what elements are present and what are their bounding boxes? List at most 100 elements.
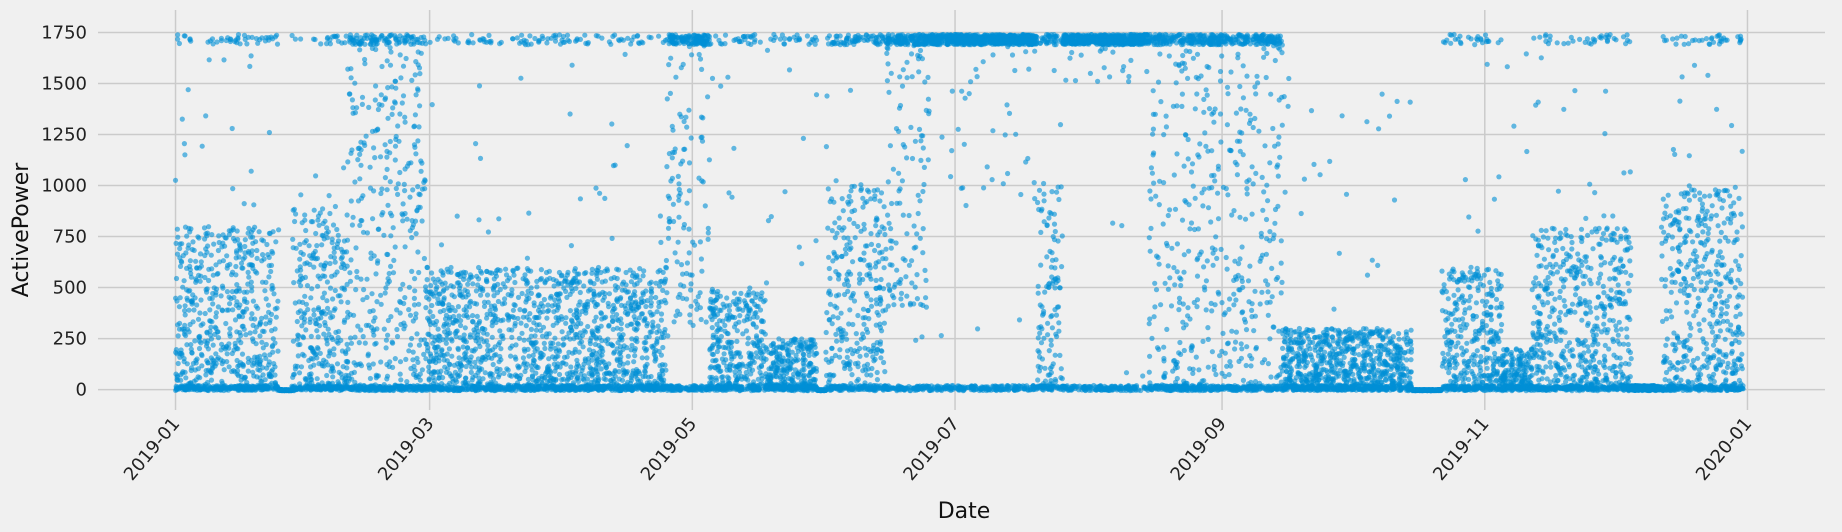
- data-point: [494, 290, 501, 296]
- data-point: [612, 387, 619, 393]
- data-point: [397, 169, 403, 176]
- data-point: [796, 244, 802, 250]
- data-point: [358, 139, 364, 145]
- data-point: [382, 95, 389, 101]
- data-point: [374, 260, 381, 266]
- data-point: [400, 63, 407, 69]
- data-point: [317, 276, 323, 282]
- data-point: [262, 288, 268, 294]
- data-point: [539, 333, 546, 339]
- data-point: [329, 363, 335, 369]
- data-point: [362, 340, 368, 346]
- data-point: [272, 306, 278, 312]
- data-point: [478, 268, 484, 274]
- data-point: [730, 299, 737, 305]
- data-point: [418, 168, 424, 174]
- data-point: [322, 319, 328, 326]
- data-point: [203, 113, 209, 119]
- data-point: [459, 386, 465, 393]
- data-point: [470, 313, 476, 319]
- data-point: [266, 373, 272, 379]
- data-point: [226, 364, 232, 370]
- data-point: [611, 350, 617, 356]
- data-point: [233, 263, 239, 270]
- data-point: [345, 346, 351, 352]
- data-point: [341, 319, 347, 325]
- data-point: [592, 341, 599, 347]
- data-point: [358, 327, 364, 333]
- data-point: [241, 32, 248, 39]
- data-point: [625, 300, 631, 306]
- data-point: [724, 312, 730, 318]
- data-point: [582, 32, 588, 38]
- data-point: [183, 375, 189, 381]
- data-point: [758, 363, 765, 370]
- data-point: [377, 154, 384, 160]
- data-point: [451, 37, 457, 43]
- data-point: [348, 335, 354, 341]
- data-point: [234, 250, 240, 256]
- data-point: [182, 322, 188, 328]
- data-point: [521, 337, 527, 343]
- data-point: [705, 236, 711, 242]
- data-point: [348, 340, 355, 346]
- data-point: [259, 315, 265, 321]
- data-point: [330, 374, 336, 380]
- data-point: [737, 313, 743, 319]
- data-point: [313, 173, 319, 179]
- data-point: [204, 286, 210, 292]
- data-point: [740, 307, 746, 313]
- data-point: [612, 368, 618, 374]
- data-point: [456, 355, 462, 361]
- data-point: [415, 138, 421, 144]
- data-point: [229, 368, 235, 375]
- data-point: [202, 236, 208, 242]
- data-point: [735, 385, 741, 391]
- data-point: [385, 276, 391, 282]
- data-point: [561, 387, 567, 393]
- data-point: [647, 329, 653, 335]
- data-point: [296, 370, 303, 376]
- data-point: [568, 364, 574, 370]
- data-point: [593, 270, 600, 276]
- data-point: [209, 232, 215, 238]
- data-point: [204, 230, 211, 236]
- data-point: [218, 347, 224, 353]
- data-point: [413, 231, 419, 237]
- data-point: [489, 319, 495, 325]
- data-point: [206, 57, 212, 63]
- data-point: [365, 351, 371, 357]
- data-point: [657, 213, 664, 219]
- data-point: [330, 296, 336, 302]
- data-point: [523, 299, 529, 305]
- data-point: [514, 35, 520, 41]
- data-point: [743, 369, 749, 376]
- data-point: [587, 278, 593, 284]
- data-point: [379, 212, 385, 218]
- data-point: [181, 141, 187, 147]
- data-point: [238, 247, 244, 253]
- data-point: [354, 32, 360, 38]
- data-point: [662, 362, 668, 368]
- data-point: [349, 97, 355, 103]
- data-point: [480, 376, 486, 382]
- data-point: [352, 110, 358, 116]
- data-point: [388, 263, 394, 269]
- data-point: [240, 309, 246, 315]
- data-point: [435, 326, 441, 332]
- data-point: [585, 40, 591, 46]
- data-point: [429, 270, 435, 276]
- data-point: [644, 298, 651, 304]
- data-point: [406, 284, 412, 290]
- data-point: [261, 328, 267, 335]
- data-point: [450, 379, 456, 385]
- data-point: [411, 41, 417, 47]
- data-point: [443, 312, 449, 318]
- data-point: [443, 320, 450, 327]
- data-point: [513, 356, 519, 362]
- data-point: [434, 36, 441, 42]
- data-point: [445, 331, 451, 337]
- data-point: [736, 296, 742, 302]
- data-point: [675, 173, 681, 179]
- data-point: [388, 314, 394, 320]
